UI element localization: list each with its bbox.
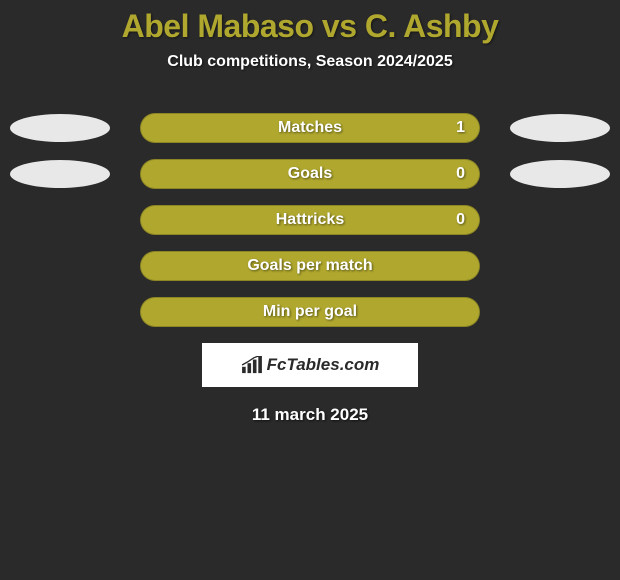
logo-text: FcTables.com: [267, 355, 380, 375]
stat-label: Hattricks: [276, 211, 344, 229]
stat-value-right: 0: [456, 165, 465, 183]
stat-value-right: 0: [456, 211, 465, 229]
subtitle: Club competitions, Season 2024/2025: [0, 53, 620, 71]
stat-row-min-per-goal: Min per goal: [0, 297, 620, 327]
stat-label: Matches: [278, 119, 342, 137]
stat-bar: Hattricks 0: [140, 205, 480, 235]
stat-row-matches: Matches 1: [0, 113, 620, 143]
date-text: 11 march 2025: [0, 405, 620, 425]
stat-label: Goals per match: [247, 257, 372, 275]
right-ellipse: [510, 160, 610, 188]
stat-bar: Goals per match: [140, 251, 480, 281]
left-ellipse: [10, 114, 110, 142]
stat-label: Min per goal: [263, 303, 357, 321]
stat-row-goals: Goals 0: [0, 159, 620, 189]
stat-row-hattricks: Hattricks 0: [0, 205, 620, 235]
stat-row-goals-per-match: Goals per match: [0, 251, 620, 281]
chart-icon: [241, 356, 263, 374]
left-ellipse: [10, 160, 110, 188]
stat-bar: Goals 0: [140, 159, 480, 189]
logo-box: FcTables.com: [202, 343, 418, 387]
right-ellipse: [510, 114, 610, 142]
page-title: Abel Mabaso vs C. Ashby: [0, 8, 620, 45]
stat-label: Goals: [288, 165, 332, 183]
stat-bar: Matches 1: [140, 113, 480, 143]
stat-bar: Min per goal: [140, 297, 480, 327]
comparison-infographic: Abel Mabaso vs C. Ashby Club competition…: [0, 0, 620, 425]
stat-value-right: 1: [456, 119, 465, 137]
